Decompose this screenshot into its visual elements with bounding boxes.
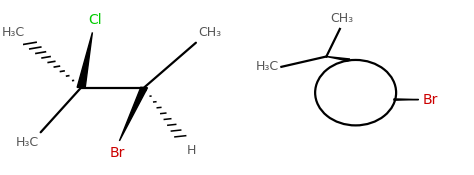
Text: Cl: Cl bbox=[88, 13, 101, 27]
Text: H: H bbox=[187, 144, 196, 157]
Text: Br: Br bbox=[422, 93, 438, 107]
Polygon shape bbox=[394, 99, 419, 100]
Text: H₃C: H₃C bbox=[256, 60, 279, 73]
Text: H₃C: H₃C bbox=[15, 136, 38, 149]
Text: H₃C: H₃C bbox=[2, 26, 25, 39]
Text: CH₃: CH₃ bbox=[198, 26, 221, 39]
Text: Br: Br bbox=[109, 146, 125, 160]
Polygon shape bbox=[77, 32, 92, 88]
Text: CH₃: CH₃ bbox=[330, 12, 354, 26]
Polygon shape bbox=[327, 57, 350, 61]
Polygon shape bbox=[119, 87, 147, 141]
